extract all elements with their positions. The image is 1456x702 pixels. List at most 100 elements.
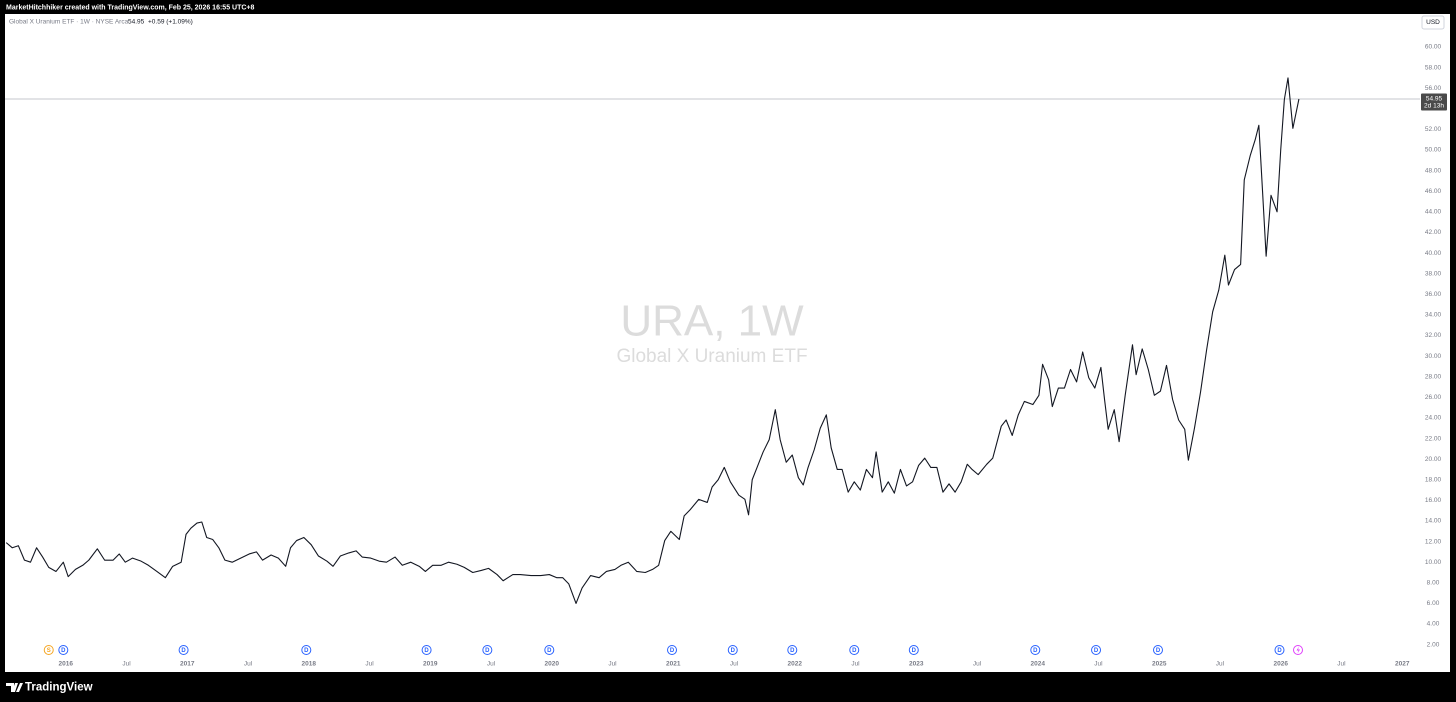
y-tick-label: 44.00 <box>1425 209 1442 216</box>
watermark-subtitle: Global X Uranium ETF <box>616 346 807 367</box>
x-tick-label: 2026 <box>1273 661 1288 668</box>
x-tick-label: 2017 <box>180 661 195 668</box>
x-tick-label: 2023 <box>909 661 924 668</box>
y-tick-label: 46.00 <box>1425 188 1442 195</box>
x-tick-label: Jul <box>973 661 982 668</box>
event-label: D <box>61 648 66 654</box>
event-label: D <box>670 648 675 654</box>
x-tick-label: 2020 <box>544 661 559 668</box>
x-tick-label: Jul <box>608 661 617 668</box>
y-tick-label: 24.00 <box>1425 415 1442 422</box>
y-tick-label: 20.00 <box>1425 456 1442 463</box>
y-tick-label: 14.00 <box>1425 518 1442 525</box>
price-line <box>5 77 1300 604</box>
y-tick-label: 36.00 <box>1425 291 1442 298</box>
event-label: D <box>790 648 795 654</box>
currency-button[interactable] <box>1421 15 1445 30</box>
price-tag <box>1421 93 1447 111</box>
y-tick-label: 50.00 <box>1425 147 1442 154</box>
flash-event <box>1293 645 1303 655</box>
y-tick-label: 42.00 <box>1425 229 1442 236</box>
x-tick-label: Jul <box>487 661 496 668</box>
y-tick-label: 6.00 <box>1427 600 1440 607</box>
event-marker <box>58 645 69 655</box>
header-change: +0.59 (+1.09%) <box>148 19 193 26</box>
y-tick-label: 10.00 <box>1425 559 1442 566</box>
x-tick-label: Jul <box>851 661 860 668</box>
x-tick-label: 2025 <box>1152 661 1167 668</box>
event-label: D <box>304 648 309 654</box>
price-tag-countdown: 2d 13h <box>1424 103 1444 110</box>
y-tick-label: 26.00 <box>1425 394 1442 401</box>
y-tick-label: 2.00 <box>1427 641 1440 648</box>
event-label: D <box>852 648 857 654</box>
y-tick-label: 56.00 <box>1425 85 1442 92</box>
event-label: D <box>912 648 917 654</box>
credit: MarketHitchhiker created with TradingVie… <box>6 4 255 11</box>
x-tick-label: 2027 <box>1395 661 1410 668</box>
event-marker <box>787 645 798 655</box>
event-label: D <box>731 648 736 654</box>
event-marker <box>908 645 919 655</box>
y-tick-label: 38.00 <box>1425 270 1442 277</box>
x-tick-label: Jul <box>1337 661 1346 668</box>
x-tick-label: Jul <box>1094 661 1103 668</box>
y-tick-label: 30.00 <box>1425 353 1442 360</box>
plot-background <box>5 14 1450 672</box>
y-tick-label: 16.00 <box>1425 497 1442 504</box>
x-tick-label: 2022 <box>787 661 802 668</box>
event-label: D <box>1033 648 1038 654</box>
y-tick-label: 58.00 <box>1425 64 1442 71</box>
event-marker <box>1030 645 1041 655</box>
brand-logo: TradingView <box>6 682 93 694</box>
x-tick-label: 2021 <box>666 661 681 668</box>
symbol-title: Global X Uranium ETF · 1W · NYSE Arca <box>9 19 129 26</box>
watermark: URA, 1W <box>620 297 804 346</box>
event-label: D <box>1277 648 1282 654</box>
x-tick-label: Jul <box>122 661 131 668</box>
x-tick-label: 2018 <box>302 661 317 668</box>
event-marker <box>667 645 678 655</box>
header-price: 54.95 <box>128 19 145 26</box>
x-tick-label: 2019 <box>423 661 438 668</box>
currency[interactable]: USD <box>1426 19 1440 26</box>
y-tick-label: 18.00 <box>1425 476 1442 483</box>
event-marker <box>301 645 312 655</box>
x-tick-label: 2016 <box>59 661 74 668</box>
x-tick-label: Jul <box>730 661 739 668</box>
y-tick-label: 12.00 <box>1425 538 1442 545</box>
x-tick-label: Jul <box>244 661 253 668</box>
y-tick-label: 34.00 <box>1425 312 1442 319</box>
y-tick-label: 52.00 <box>1425 126 1442 133</box>
y-tick-label: 40.00 <box>1425 250 1442 257</box>
event-label: D <box>1156 648 1161 654</box>
event-label: D <box>547 648 552 654</box>
brand-icon <box>6 683 23 692</box>
brand: TradingView <box>25 682 93 694</box>
y-tick-label: 32.00 <box>1425 332 1442 339</box>
event-marker <box>421 645 432 655</box>
event-marker <box>178 645 189 655</box>
y-tick-label: 28.00 <box>1425 373 1442 380</box>
event-label: D <box>424 648 429 654</box>
x-tick-label: Jul <box>365 661 374 668</box>
x-tick-label: Jul <box>1216 661 1225 668</box>
flash-icon <box>1296 646 1300 654</box>
event-marker <box>849 645 860 655</box>
event-label: D <box>1094 648 1099 654</box>
event-marker <box>482 645 493 655</box>
event-marker <box>727 645 738 655</box>
event-marker <box>43 645 54 655</box>
price-tag-value: 54.95 <box>1426 96 1443 103</box>
event-marker <box>544 645 555 655</box>
y-tick-label: 8.00 <box>1427 580 1440 587</box>
event-label: S <box>47 648 51 654</box>
y-tick-label: 48.00 <box>1425 167 1442 174</box>
x-tick-label: 2024 <box>1030 661 1045 668</box>
y-tick-label: 22.00 <box>1425 435 1442 442</box>
event-marker <box>1152 645 1163 655</box>
event-marker <box>1091 645 1102 655</box>
y-tick-label: 4.00 <box>1427 621 1440 628</box>
event-label: D <box>181 648 186 654</box>
